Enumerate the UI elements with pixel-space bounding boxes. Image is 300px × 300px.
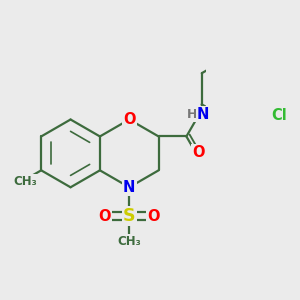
Text: N: N	[197, 107, 209, 122]
Text: CH₃: CH₃	[13, 175, 37, 188]
Text: S: S	[123, 207, 136, 225]
Text: O: O	[192, 145, 205, 160]
Text: O: O	[147, 208, 160, 224]
Text: Cl: Cl	[271, 108, 287, 123]
Text: O: O	[99, 208, 111, 224]
Text: H: H	[187, 108, 197, 121]
Text: CH₃: CH₃	[117, 235, 141, 248]
Text: O: O	[123, 112, 136, 127]
Text: N: N	[123, 180, 135, 195]
